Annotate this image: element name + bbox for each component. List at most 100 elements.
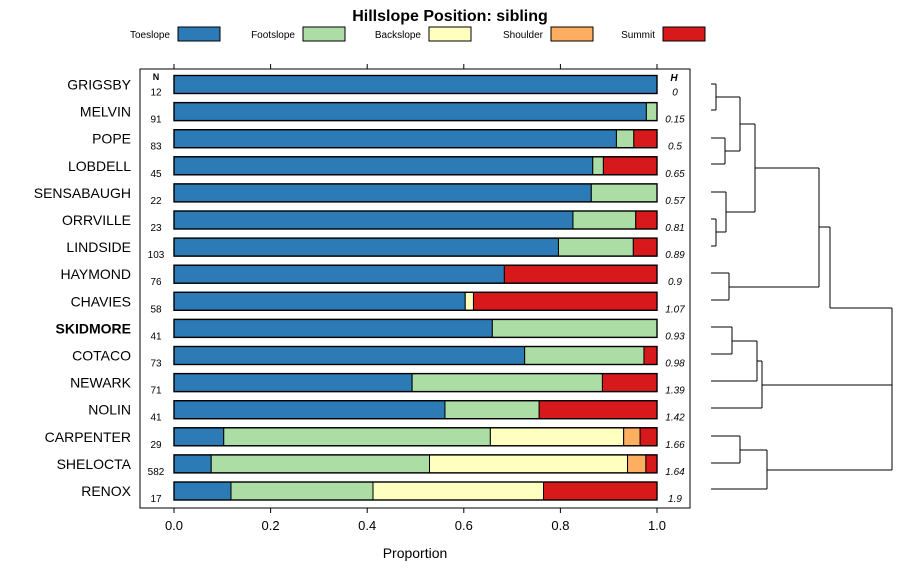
x-tick-label: 0.0 xyxy=(165,518,183,533)
x-tick-label: 0.6 xyxy=(455,518,473,533)
row-label: ORRVILLE xyxy=(62,212,131,228)
row-h-value: 1.64 xyxy=(665,467,685,478)
bar-outline xyxy=(173,183,658,203)
bar-segment-backslope xyxy=(372,481,544,501)
bar-segment-footslope xyxy=(223,427,491,447)
row-label: CARPENTER xyxy=(45,429,131,445)
bar-segment-toeslope xyxy=(173,481,232,501)
row-h-value: 0.9 xyxy=(668,277,682,288)
bar-segment-footslope xyxy=(210,454,431,474)
row-h-value: 1.66 xyxy=(665,440,685,451)
row-h-value: 0.5 xyxy=(668,142,682,153)
bar-segment-backslope xyxy=(489,427,625,447)
bar-segment-summit xyxy=(538,400,658,420)
legend: Toeslope Footslope Backslope Shoulder Summit xyxy=(130,26,706,42)
row-h-value: 1.42 xyxy=(665,413,685,424)
plot-frame xyxy=(139,68,691,509)
bar-segment-toeslope xyxy=(173,318,493,338)
bar-segment-footslope xyxy=(524,346,645,365)
row-h-value: 0.89 xyxy=(665,250,685,261)
bar-outline xyxy=(173,345,658,366)
bar-row-sensabaugh: SENSABAUGH 22 0.57 xyxy=(34,183,685,207)
x-tick-label: 1.0 xyxy=(648,518,666,533)
row-h-value: 1.39 xyxy=(665,386,685,397)
row-label: RENOX xyxy=(81,483,131,499)
n-header: N xyxy=(153,72,160,82)
legend-label-backslope: Backslope xyxy=(375,30,422,41)
bar-segment-toeslope xyxy=(173,129,617,149)
bar-segment-backslope xyxy=(429,454,629,474)
bar-outline xyxy=(173,481,658,501)
row-label: MELVIN xyxy=(80,104,131,120)
bar-row-carpenter: CARPENTER 29 1.66 xyxy=(45,427,685,451)
row-h-value: 0.65 xyxy=(665,169,685,180)
bar-row-skidmore: SKIDMORE 41 0.93 xyxy=(56,318,685,342)
bar-segment-footslope xyxy=(411,373,603,393)
row-n-count: 58 xyxy=(150,304,162,315)
bar-segment-footslope xyxy=(590,183,658,203)
bar-segment-toeslope xyxy=(173,291,466,311)
bar-segment-toeslope xyxy=(173,237,559,257)
bar-segment-summit xyxy=(601,373,658,393)
row-label: NOLIN xyxy=(88,402,131,418)
row-n-count: 12 xyxy=(150,88,162,99)
row-label: SKIDMORE xyxy=(56,320,131,336)
legend-label-summit: Summit xyxy=(621,30,655,41)
bar-segment-summit xyxy=(503,264,658,284)
bar-segment-summit xyxy=(645,454,658,474)
plot-area: 0.0 0.2 0.4 0.6 0.8 1.0 N H GRIGSBY 12 0 MELVIN 91 0.… xyxy=(34,64,691,533)
bar-row-pope: POPE 83 0.5 xyxy=(92,128,682,153)
bar-outline xyxy=(173,237,658,257)
row-n-count: 45 xyxy=(150,169,162,180)
h-header: H xyxy=(670,73,678,84)
bar-outline xyxy=(173,264,658,284)
row-label: CHAVIES xyxy=(71,293,131,309)
row-label: POPE xyxy=(92,131,131,147)
bar-segment-toeslope xyxy=(173,210,574,230)
bar-segment-toeslope xyxy=(173,454,212,474)
legend-swatch-shoulder xyxy=(550,26,594,42)
row-n-count: 22 xyxy=(150,196,162,207)
bar-row-lindside: LINDSIDE 103 0.89 xyxy=(66,237,685,261)
bar-row-newark: NEWARK 71 1.39 xyxy=(70,372,685,397)
bar-segment-toeslope xyxy=(173,427,225,447)
legend-label-footslope: Footslope xyxy=(251,30,295,41)
row-label: GRIGSBY xyxy=(67,77,131,93)
bar-row-grigsby: GRIGSBY 12 0 xyxy=(67,74,678,99)
bar-segment-footslope xyxy=(572,210,637,230)
row-label: LOBDELL xyxy=(68,158,131,174)
bar-outline xyxy=(173,318,658,339)
bar-segment-summit xyxy=(542,481,658,501)
bar-segment-toeslope xyxy=(173,264,505,284)
bar-row-orrville: ORRVILLE 23 0.81 xyxy=(62,210,685,234)
row-h-value: 0.15 xyxy=(665,115,685,126)
row-label: SHELOCTA xyxy=(57,456,132,472)
bar-segment-summit xyxy=(632,237,658,257)
row-n-count: 83 xyxy=(150,142,162,153)
row-label: SENSABAUGH xyxy=(34,185,131,201)
row-h-value: 0.81 xyxy=(665,223,684,234)
row-h-value: 0.93 xyxy=(665,331,685,342)
bar-outline xyxy=(173,101,658,122)
row-n-count: 29 xyxy=(150,440,162,451)
bar-segment-summit xyxy=(639,427,658,447)
row-h-value: 0.57 xyxy=(665,196,685,207)
bar-row-chavies: CHAVIES 58 1.07 xyxy=(71,291,685,315)
bar-segment-footslope xyxy=(557,237,634,257)
row-n-count: 17 xyxy=(150,494,162,505)
bar-outline xyxy=(173,156,658,176)
bar-segment-toeslope xyxy=(173,75,658,94)
bar-segment-footslope xyxy=(592,156,604,176)
bar-outline xyxy=(173,454,658,474)
bar-row-cotaco: COTACO 73 0.98 xyxy=(72,345,685,370)
bar-segment-toeslope xyxy=(173,156,594,176)
bar-segment-footslope xyxy=(491,318,658,338)
bar-outline xyxy=(173,210,658,230)
bar-segment-summit xyxy=(635,210,658,230)
bar-segment-toeslope xyxy=(173,346,526,365)
bar-outline xyxy=(173,291,658,311)
x-tick-label: 0.2 xyxy=(262,518,280,533)
bar-row-shelocta: SHELOCTA 582 1.64 xyxy=(57,454,685,478)
row-label: LINDSIDE xyxy=(66,239,131,255)
legend-swatch-summit xyxy=(662,26,706,42)
